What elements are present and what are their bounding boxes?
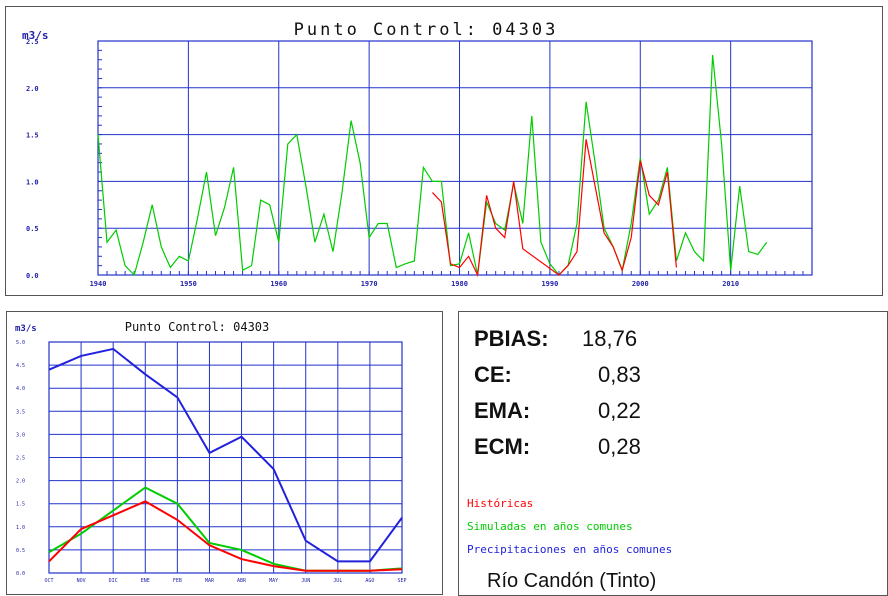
stat-value: 0,22 xyxy=(598,398,641,423)
series-line xyxy=(48,500,403,572)
series-line xyxy=(431,139,677,278)
x-tick-label: 1990 xyxy=(541,280,558,288)
stat-value: 18,76 xyxy=(582,326,638,351)
chart-title: Punto Control: 04303 xyxy=(294,20,559,40)
x-tick-label: 2000 xyxy=(632,280,649,288)
tick-labels: 0.0 0.5 1.0 1.5 2.0 2.5 1940 1950 1960 1970 1980 19… xyxy=(26,38,739,288)
legend-simuladas: Simuladas en años comunes xyxy=(467,520,633,533)
legend-label: Precipitaciones en años comunes xyxy=(467,543,673,556)
y-axis-unit-label: m3/s xyxy=(22,29,49,42)
x-tick-label: JUL xyxy=(333,578,342,584)
x-tick-label: ENE xyxy=(141,578,150,584)
x-tick-label: 1940 xyxy=(90,280,107,288)
x-tick-label: 1950 xyxy=(180,280,197,288)
stat-label: ECM: xyxy=(474,434,531,459)
legend-label: Históricas xyxy=(467,497,534,510)
series-line xyxy=(48,347,403,563)
annual-flow-chart: Punto Control: 04303 m3/s 0.0 0.5 1.0 1.5 2.… xyxy=(22,20,813,288)
y-tick-label: 0.0 xyxy=(26,272,39,280)
y-tick-label: 2.5 xyxy=(16,456,25,462)
stat-label: PBIAS: xyxy=(474,326,549,351)
y-tick-label: 1.0 xyxy=(16,525,25,531)
monthly-flow-chart: Punto Control: 04303 m3/s 0.0 0.5 1.0 1.5 2.… xyxy=(15,320,407,584)
tick-labels: 0.0 0.5 1.0 1.5 2.0 2.5 3.0 3.5 4.0 4.5 5.0 OCT NOV D… xyxy=(16,340,407,584)
x-tick-label: NOV xyxy=(77,578,86,584)
legend-label: Simuladas en años comunes xyxy=(467,520,633,533)
x-tick-label: DIC xyxy=(109,578,118,584)
y-tick-label: 1.5 xyxy=(26,132,39,140)
annual-flow-chart-panel: Punto Control: 04303 m3/s 0.0 0.5 1.0 1.5 2.… xyxy=(5,6,883,296)
x-tick-label: 2010 xyxy=(722,280,739,288)
x-tick-label: AGO xyxy=(365,578,374,584)
stat-value: 0,28 xyxy=(598,434,641,459)
y-tick-label: 0.5 xyxy=(16,548,25,554)
x-tick-label: 1960 xyxy=(270,280,287,288)
x-tick-label: FEB xyxy=(173,578,182,584)
stat-label: CE: xyxy=(474,362,512,387)
y-axis-unit-label: m3/s xyxy=(15,324,37,334)
series-line xyxy=(48,486,403,572)
monthly-flow-chart-panel: Punto Control: 04303 m3/s 0.0 0.5 1.0 1.5 2.… xyxy=(6,311,443,595)
x-tick-label: 1970 xyxy=(361,280,378,288)
x-tick-label: SEP xyxy=(397,578,406,584)
y-tick-label: 5.0 xyxy=(16,340,25,346)
river-name: Río Candón (Tinto) xyxy=(487,570,657,592)
grid xyxy=(48,341,403,574)
y-tick-label: 2.0 xyxy=(16,479,25,485)
y-tick-label: 4.0 xyxy=(16,386,25,392)
series-line xyxy=(97,54,768,277)
x-tick-label: MAY xyxy=(269,578,278,584)
y-tick-label: 0.5 xyxy=(26,225,39,233)
y-tick-label: 0.0 xyxy=(16,571,25,577)
x-tick-label: MAR xyxy=(205,578,215,584)
legend-historicas: Históricas xyxy=(467,497,533,510)
y-tick-label: 1.0 xyxy=(26,178,39,186)
legend-precipitaciones: Precipitaciones en años comunes xyxy=(467,543,672,556)
x-tick-label: 1980 xyxy=(451,280,468,288)
y-tick-label: 4.5 xyxy=(16,363,25,369)
y-tick-label: 3.5 xyxy=(16,409,25,415)
stat-label: EMA: xyxy=(474,398,531,423)
stat-value: 0,83 xyxy=(598,362,641,387)
y-tick-label: 1.5 xyxy=(16,502,25,508)
x-tick-label: ABR xyxy=(237,578,247,584)
x-tick-label: JUN xyxy=(301,578,310,584)
x-tick-label: OCT xyxy=(44,578,53,584)
statistics-panel: PBIAS: 18,76 CE: 0,83 EMA: 0,22 ECM: 0,2… xyxy=(458,311,888,596)
chart-title: Punto Control: 04303 xyxy=(125,320,270,334)
series-lines xyxy=(48,347,403,572)
y-tick-label: 2.0 xyxy=(26,85,39,93)
series-lines xyxy=(97,54,768,278)
y-tick-label: 2.5 xyxy=(26,38,39,46)
y-tick-label: 3.0 xyxy=(16,432,25,438)
